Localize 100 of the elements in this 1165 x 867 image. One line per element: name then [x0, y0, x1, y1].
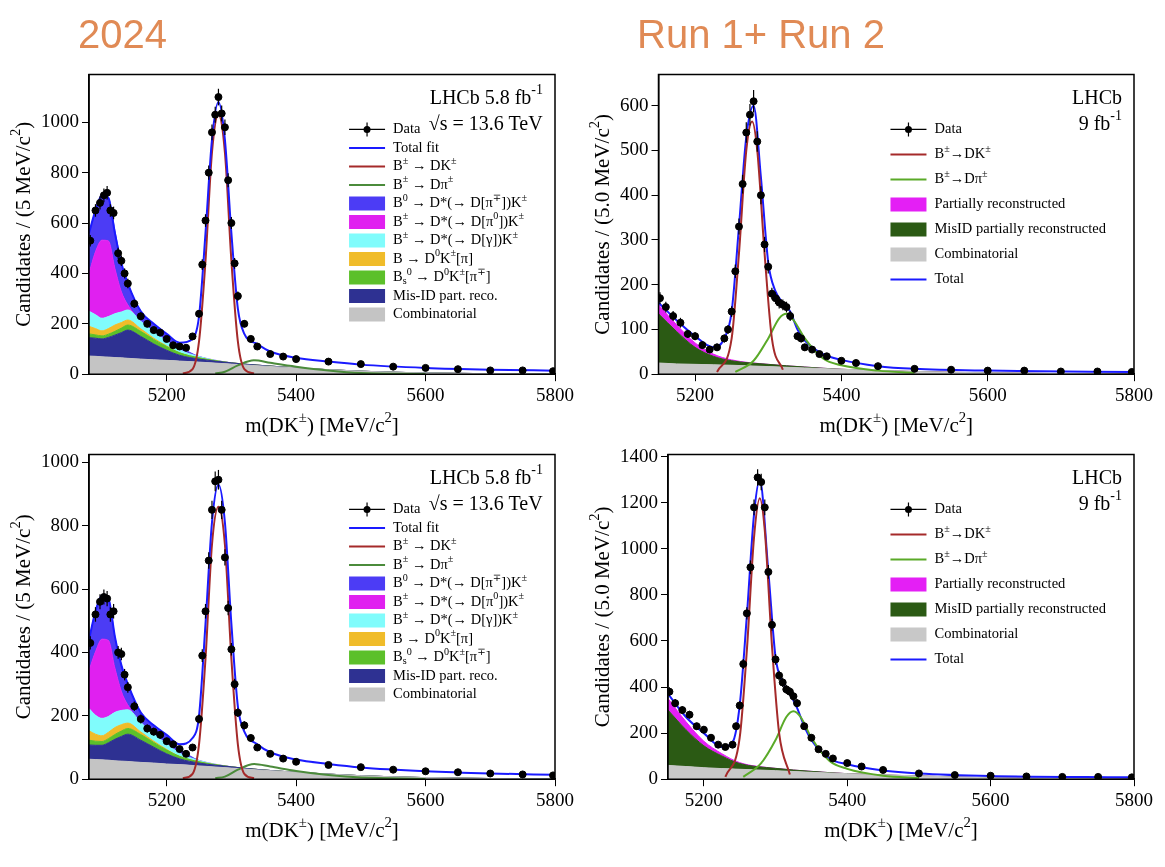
y-tick-label: 1400: [620, 444, 658, 466]
legend-label: Data: [393, 500, 421, 517]
line-series: [724, 497, 791, 778]
point: [821, 749, 830, 758]
point: [198, 651, 207, 660]
x-tick-label: 5800: [1115, 383, 1153, 405]
legend-label: B±→Dπ±: [934, 167, 988, 187]
legend-label: Mis-ID part. reco.: [393, 286, 498, 303]
legend-label: Combinatorial: [393, 305, 477, 322]
legend-label: Data: [393, 120, 421, 137]
point: [678, 706, 687, 715]
point: [786, 312, 795, 321]
x-tick-label: 5400: [277, 383, 316, 405]
legend-label: MisID partially reconstructed: [934, 600, 1107, 617]
y-tick-label: 200: [50, 703, 79, 725]
legend-label: B±→DK±: [934, 522, 992, 542]
x-tick-label: 5200: [684, 788, 723, 810]
point: [182, 343, 191, 352]
point: [123, 279, 132, 288]
legend-label: B± → DK±: [393, 154, 457, 174]
legend-label: Data: [934, 500, 963, 517]
point: [828, 754, 837, 763]
y-tick-label: 300: [620, 227, 649, 249]
point: [822, 352, 831, 361]
point: [698, 341, 707, 350]
y-tick-label: 0: [69, 362, 79, 384]
point: [120, 670, 129, 679]
point: [800, 343, 809, 352]
legend-label: B± → D*(→ D[γ])K±: [393, 228, 519, 249]
legend-label: Total fit: [393, 138, 440, 155]
x-tick-label: 5800: [536, 383, 574, 405]
point: [162, 737, 171, 746]
annotation: LHCb: [1072, 85, 1122, 108]
y-tick-label: 1200: [620, 490, 658, 512]
annotation: LHCb: [1072, 465, 1122, 488]
legend-label: B±→Dπ±: [934, 547, 988, 567]
point: [749, 97, 758, 106]
y-tick-label: 0: [648, 767, 658, 789]
point: [739, 660, 748, 669]
y-tick-label: 400: [629, 675, 658, 697]
point: [136, 312, 145, 321]
point: [389, 362, 398, 371]
legend-label: Combinatorial: [934, 625, 1019, 642]
point: [1127, 367, 1134, 375]
y-tick-label: 500: [620, 138, 649, 160]
y-tick-label: 600: [50, 577, 79, 599]
legend-label: B± → Dπ±: [393, 173, 454, 192]
point: [873, 362, 882, 371]
legend-label: Data: [934, 120, 963, 137]
legend-label: Total: [934, 270, 965, 287]
point: [731, 267, 740, 276]
y-tick-label: 1000: [41, 450, 79, 472]
y-tick-label: 1000: [41, 110, 79, 132]
point: [279, 352, 288, 361]
point: [253, 743, 262, 752]
legend-label: Total: [934, 650, 965, 667]
y-tick-label: 0: [639, 362, 649, 384]
point: [746, 563, 755, 572]
point: [246, 334, 255, 343]
point: [224, 604, 233, 613]
point: [246, 734, 255, 743]
point: [714, 740, 723, 749]
point: [120, 269, 129, 278]
point: [389, 765, 398, 774]
point: [661, 303, 670, 312]
y-tick-label: 200: [50, 311, 79, 333]
y-tick-label: 600: [620, 93, 649, 115]
point: [266, 749, 275, 758]
y-axis-title: Candidates / (5 MeV/c2): [6, 514, 35, 720]
legend-label: B± → D*(→ D[γ])K±: [393, 608, 519, 629]
point: [671, 699, 680, 708]
point: [156, 730, 165, 739]
point: [240, 721, 249, 730]
x-tick-label: 5800: [536, 788, 574, 810]
y-tick-label: 600: [50, 211, 79, 233]
point: [453, 768, 462, 777]
x-tick-label: 5200: [147, 788, 186, 810]
point: [266, 350, 275, 359]
legend-label: B±→DK±: [934, 142, 992, 162]
point: [843, 759, 852, 768]
point: [198, 260, 207, 269]
point: [914, 769, 923, 778]
point: [1093, 367, 1102, 375]
point: [837, 356, 846, 365]
y-tick-label: 100: [620, 317, 649, 339]
point: [518, 770, 527, 779]
point: [130, 299, 139, 308]
annotation: √s = 13.6 TeV: [428, 491, 544, 514]
point: [253, 342, 262, 351]
point: [738, 180, 747, 189]
x-tick-label: 5800: [1115, 788, 1153, 810]
point: [130, 702, 139, 711]
point: [947, 365, 956, 374]
point: [879, 765, 888, 774]
point: [1058, 772, 1067, 780]
y-axis-title: Candidates / (5.0 MeV/c2): [585, 113, 614, 335]
point: [705, 345, 714, 354]
point: [764, 567, 773, 576]
point: [156, 328, 165, 337]
legend-label: B± → Dπ±: [393, 553, 454, 572]
